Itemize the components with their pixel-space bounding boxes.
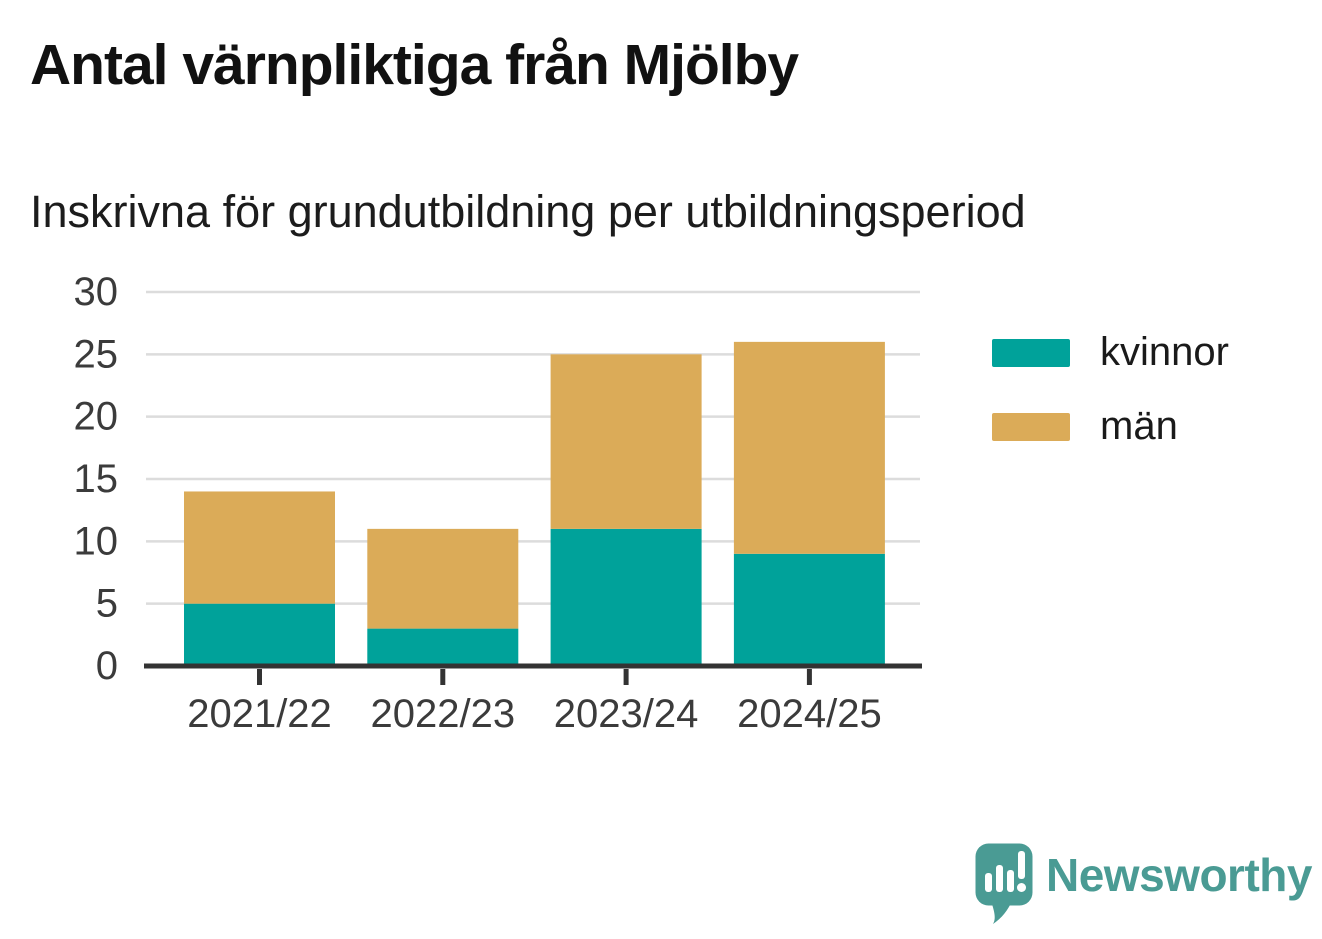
newsworthy-logo-icon: [975, 843, 1033, 924]
chart-title: Antal värnpliktiga från Mjölby: [30, 33, 799, 97]
legend-item-kvinnor: kvinnor: [992, 330, 1229, 375]
x-tick-label-2021/22: 2021/22: [187, 692, 332, 736]
legend-label-kvinnor: kvinnor: [1100, 330, 1229, 374]
bar-segment-män-2023/24: [550, 354, 702, 529]
legend-item-män: män: [992, 404, 1229, 449]
y-tick-label-15: 15: [74, 457, 119, 501]
bar-segment-män-2022/23: [367, 528, 519, 629]
chart-legend: kvinnor män: [992, 330, 1229, 449]
x-tick-label-2023/24: 2023/24: [554, 692, 699, 736]
legend-swatch-män: [992, 412, 1070, 441]
chart-subtitle: Inskrivna för grundutbildning per utbild…: [30, 186, 1026, 237]
bar-segment-män-2021/22: [184, 491, 335, 604]
y-tick-label-25: 25: [74, 332, 119, 376]
bar-segment-kvinnor-2021/22: [184, 603, 335, 666]
x-tick-label-2022/23: 2022/23: [371, 692, 516, 736]
bar-segment-kvinnor-2023/24: [550, 528, 702, 666]
newsworthy-branding: Newsworthy: [975, 843, 1312, 927]
bar-segment-kvinnor-2024/25: [733, 553, 885, 666]
stacked-bar-chart: 0 5 10 15 20 25 30 2021/22 2022/23 2023/24 2024/25: [74, 270, 922, 736]
legend-swatch-kvinnor: [992, 338, 1070, 367]
y-tick-label-30: 30: [74, 270, 119, 314]
bar-segment-kvinnor-2022/23: [367, 628, 519, 666]
y-tick-label-10: 10: [74, 519, 119, 563]
y-tick-label-20: 20: [74, 395, 119, 439]
legend-label-män: män: [1100, 404, 1178, 448]
bar-segment-män-2024/25: [733, 341, 885, 554]
y-tick-label-0: 0: [96, 644, 118, 688]
y-tick-label-5: 5: [96, 582, 118, 626]
brand-name: Newsworthy: [1046, 849, 1312, 901]
x-tick-label-2024/25: 2024/25: [737, 692, 882, 736]
